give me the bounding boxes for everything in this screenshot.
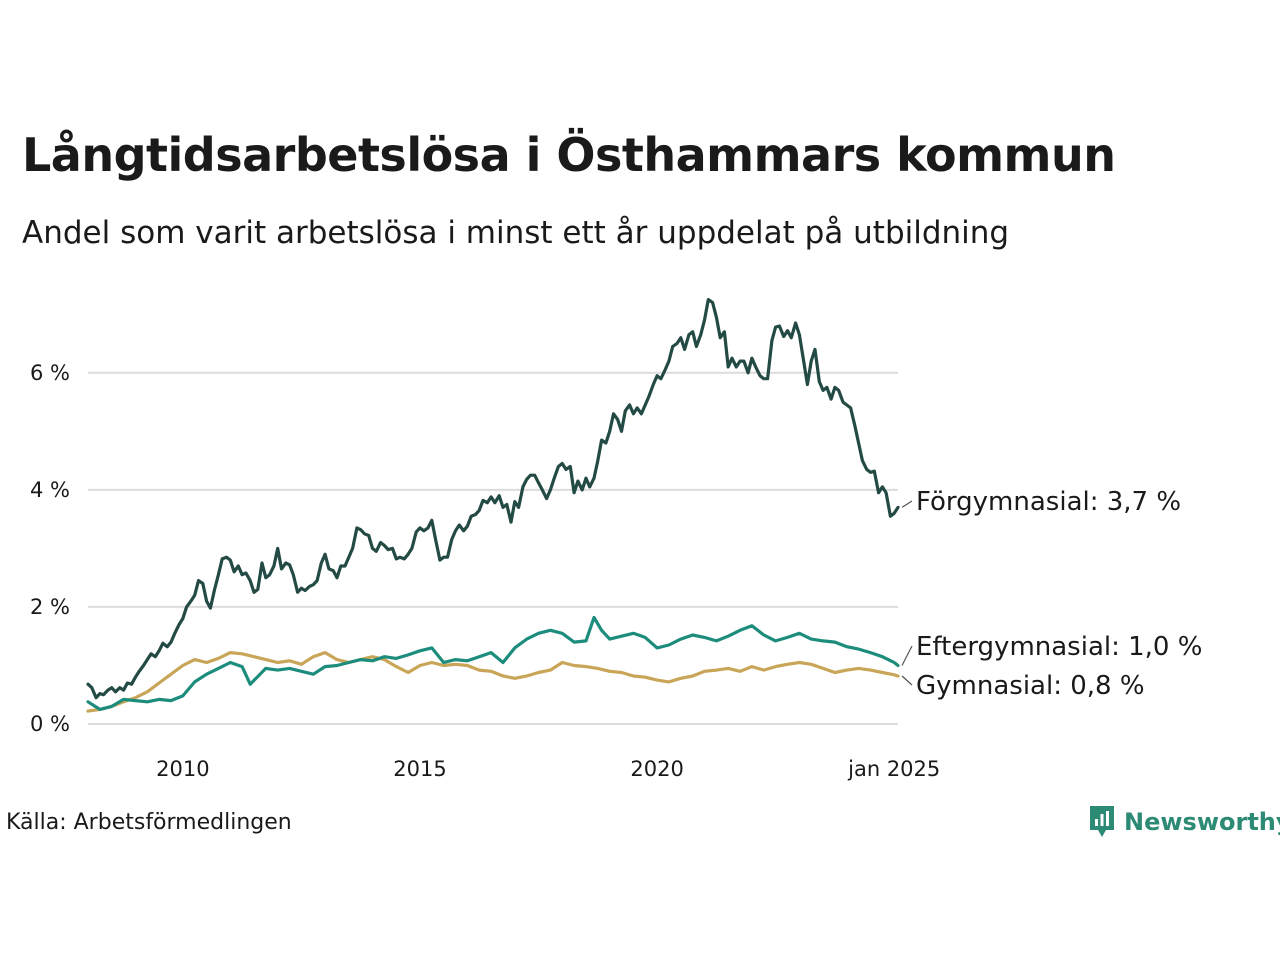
chart-subtitle: Andel som varit arbetslösa i minst ett å… (22, 215, 1010, 251)
end-label-leader (901, 500, 913, 508)
series-line-gymnasial (86, 651, 900, 713)
newsworthy-logo-icon (1090, 806, 1114, 837)
series-end-labels: Förgymnasial: 3,7 % Eftergymnasial: 1,0 %… (901, 487, 1202, 701)
chart-title: Långtidsarbetslösa i Östhammars kommun (22, 128, 1116, 182)
end-label-leader (901, 645, 913, 666)
y-tick-label: 4 % (30, 478, 70, 502)
x-tick-label: 2020 (630, 757, 683, 781)
series-line-förgymnasial (86, 298, 900, 700)
series-line-eftergymnasial (86, 615, 900, 711)
series-end-label: Förgymnasial: 3,7 % (916, 487, 1181, 517)
series-end-label: Eftergymnasial: 1,0 % (916, 632, 1202, 662)
y-tick-label: 2 % (30, 595, 70, 619)
y-axis: 0 % 2 % 4 % 6 % (30, 361, 70, 736)
gridlines (88, 371, 898, 725)
x-tick-label: jan 2025 (847, 757, 940, 781)
end-label-leader (901, 675, 913, 686)
x-axis: 2010 2015 2020 jan 2025 (156, 757, 940, 781)
x-tick-label: 2010 (156, 757, 209, 781)
series-end-label: Gymnasial: 0,8 % (916, 671, 1145, 701)
y-tick-label: 0 % (30, 712, 70, 736)
source-note: Källa: Arbetsförmedlingen (6, 810, 292, 835)
series-lines (86, 298, 900, 713)
x-tick-label: 2015 (393, 757, 446, 781)
y-tick-label: 6 % (30, 361, 70, 385)
newsworthy-logo: Newsworthy (1088, 804, 1280, 840)
newsworthy-logo-text: Newsworthy (1124, 808, 1280, 836)
